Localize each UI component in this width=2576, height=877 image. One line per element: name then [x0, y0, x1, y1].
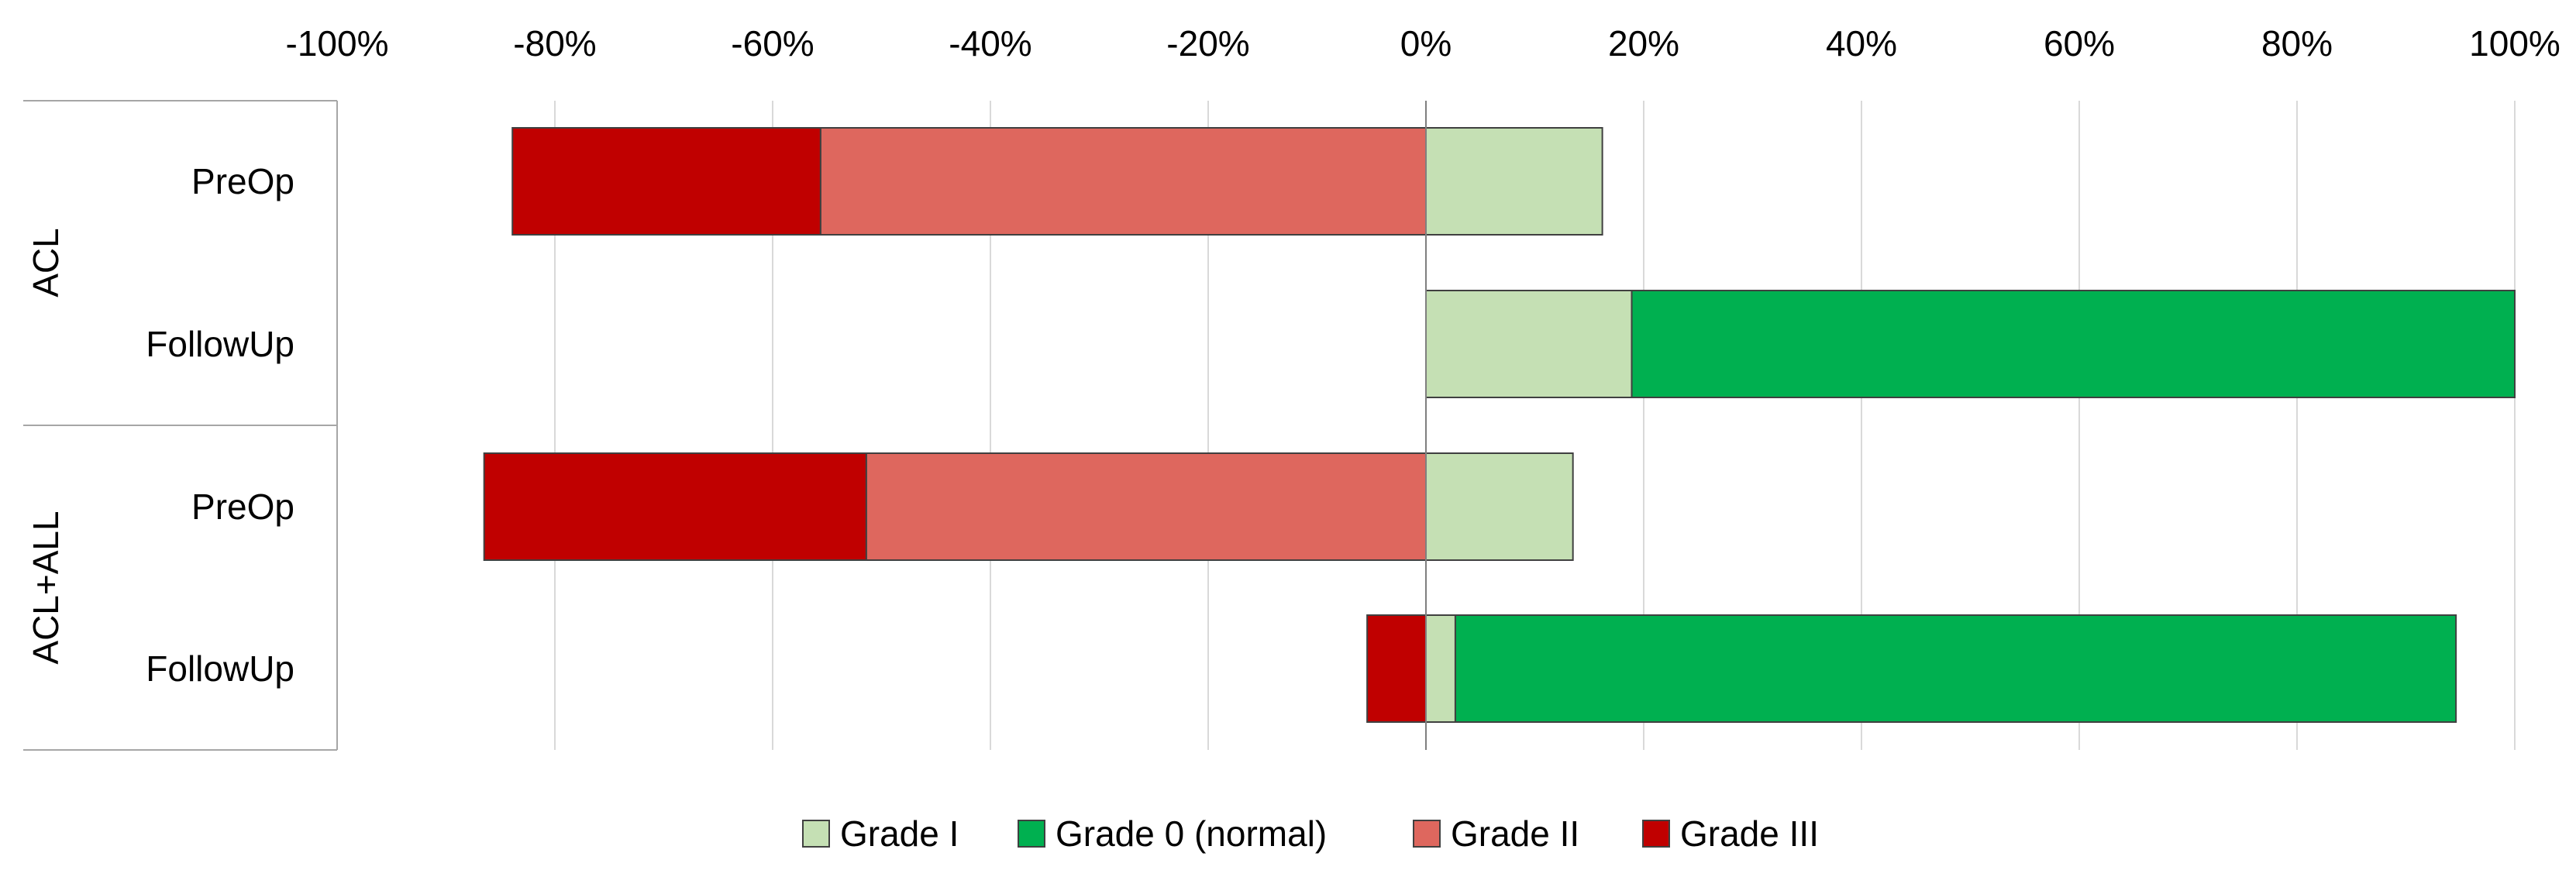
x-tick-label: -60%: [731, 23, 814, 64]
legend-label: Grade I: [840, 813, 959, 854]
x-tick-label: 80%: [2261, 23, 2333, 64]
bars: [483, 127, 2516, 723]
x-tick-label: -40%: [949, 23, 1031, 64]
x-tick-label: -100%: [286, 23, 389, 64]
category-label: FollowUp: [146, 324, 294, 364]
bar-segment: [1631, 290, 2516, 398]
bar-segment: [1366, 614, 1427, 723]
category-label: FollowUp: [146, 648, 294, 689]
legend-label: Grade III: [1680, 813, 1819, 854]
legend-label: Grade II: [1451, 813, 1579, 854]
bar-segment: [819, 127, 1427, 236]
bar-segment: [1425, 290, 1633, 398]
legend: Grade I Grade 0 (normal) Grade II Grade III: [802, 813, 1819, 854]
group-label: ACL: [26, 228, 66, 297]
bar-segment: [1425, 614, 1456, 723]
legend-swatch: [1642, 820, 1670, 848]
x-tick-label: -20%: [1166, 23, 1249, 64]
x-tick-label: 0%: [1400, 23, 1452, 64]
x-tick-label: 40%: [1826, 23, 1897, 64]
x-tick-label: 60%: [2044, 23, 2115, 64]
x-tick-label: 100%: [2469, 23, 2561, 64]
legend-swatch: [1413, 820, 1441, 848]
category-label: PreOp: [191, 161, 294, 201]
bar-segment: [1425, 127, 1603, 236]
legend-swatch: [1018, 820, 1045, 848]
bar-segment: [865, 452, 1427, 561]
group-label: ACL+ALL: [26, 511, 66, 664]
bar-segment: [511, 127, 821, 236]
bar-segment: [483, 452, 867, 561]
bar-segment: [1454, 614, 2457, 723]
bar-segment: [1425, 452, 1574, 561]
x-axis: -100% -80% -60% -40% -20% 0% 20% 40% 60% 80% 100%: [286, 23, 2561, 64]
x-tick-label: 20%: [1608, 23, 1679, 64]
x-tick-label: -80%: [513, 23, 596, 64]
legend-label: Grade 0 (normal): [1056, 813, 1327, 854]
y-axis: PreOp FollowUp ACL PreOp FollowUp ACL+ALL: [23, 100, 338, 751]
category-label: PreOp: [191, 487, 294, 527]
legend-swatch: [802, 820, 830, 848]
